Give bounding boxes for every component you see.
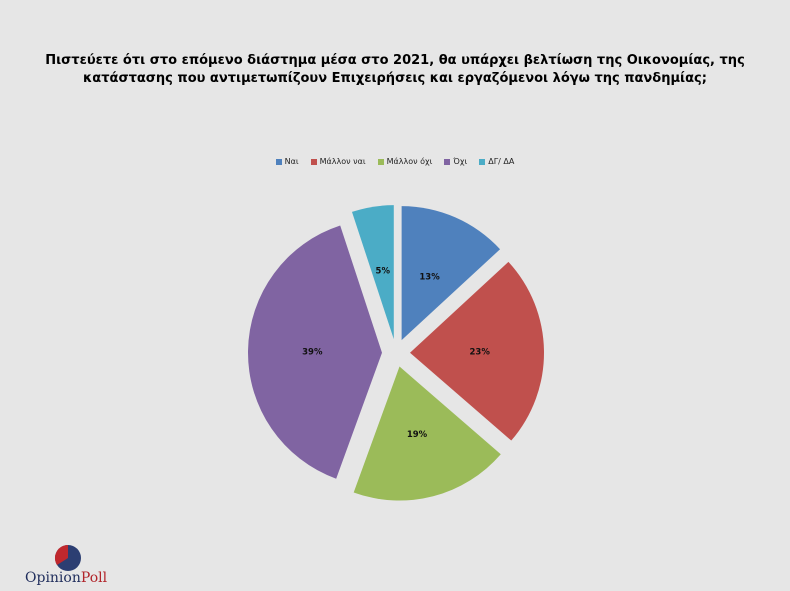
legend-label: Ναι	[284, 157, 299, 166]
legend-swatch	[479, 158, 486, 165]
opinionpoll-logo: OpinionPoll	[22, 540, 122, 590]
chart-title: Πιστεύετε ότι στο επόμενο διάστημα μέσα …	[0, 52, 790, 88]
legend-label: Μάλλον ναι	[319, 157, 366, 166]
legend-item-dg-da: ΔΓ/ ΔΑ	[479, 157, 514, 166]
slice-value-label: 39%	[302, 348, 323, 358]
pie-slice-1	[409, 261, 544, 441]
legend-swatch	[444, 158, 451, 165]
logo-text: OpinionPoll	[25, 570, 107, 586]
logo-text-part-1: Opinion	[25, 570, 81, 586]
legend-item-oxi: Όχι	[444, 157, 467, 166]
legend-label: Μάλλον όχι	[386, 157, 433, 166]
chart-title-line-2: κατάστασης που αντιμετωπίζουν Επιχειρήσε…	[83, 71, 707, 86]
logo-text-part-2: Poll	[80, 570, 108, 586]
legend-label: ΔΓ/ ΔΑ	[488, 157, 515, 166]
legend-item-mallon-nai: Μάλλον ναι	[310, 157, 366, 166]
logo-mark-icon	[54, 544, 81, 571]
pie-slice-2	[353, 366, 501, 501]
pie-slice-4	[351, 205, 394, 340]
chart-legend: Ναι Μάλλον ναι Μάλλον όχι Όχι ΔΓ/ ΔΑ	[0, 157, 790, 166]
legend-item-mallon-oxi: Μάλλον όχι	[377, 157, 433, 166]
legend-swatch	[310, 158, 317, 165]
pie-slice-0	[401, 206, 501, 341]
pie-slice-3	[248, 225, 383, 479]
legend-swatch	[377, 158, 384, 165]
legend-item-nai: Ναι	[275, 157, 299, 166]
legend-swatch	[275, 158, 282, 165]
slice-value-label: 5%	[376, 266, 391, 276]
slice-value-label: 23%	[469, 348, 490, 358]
legend-label: Όχι	[453, 157, 468, 166]
slice-value-label: 19%	[407, 430, 428, 440]
chart-title-line-1: Πιστεύετε ότι στο επόμενο διάστημα μέσα …	[45, 53, 745, 68]
slice-value-label: 13%	[419, 272, 440, 282]
